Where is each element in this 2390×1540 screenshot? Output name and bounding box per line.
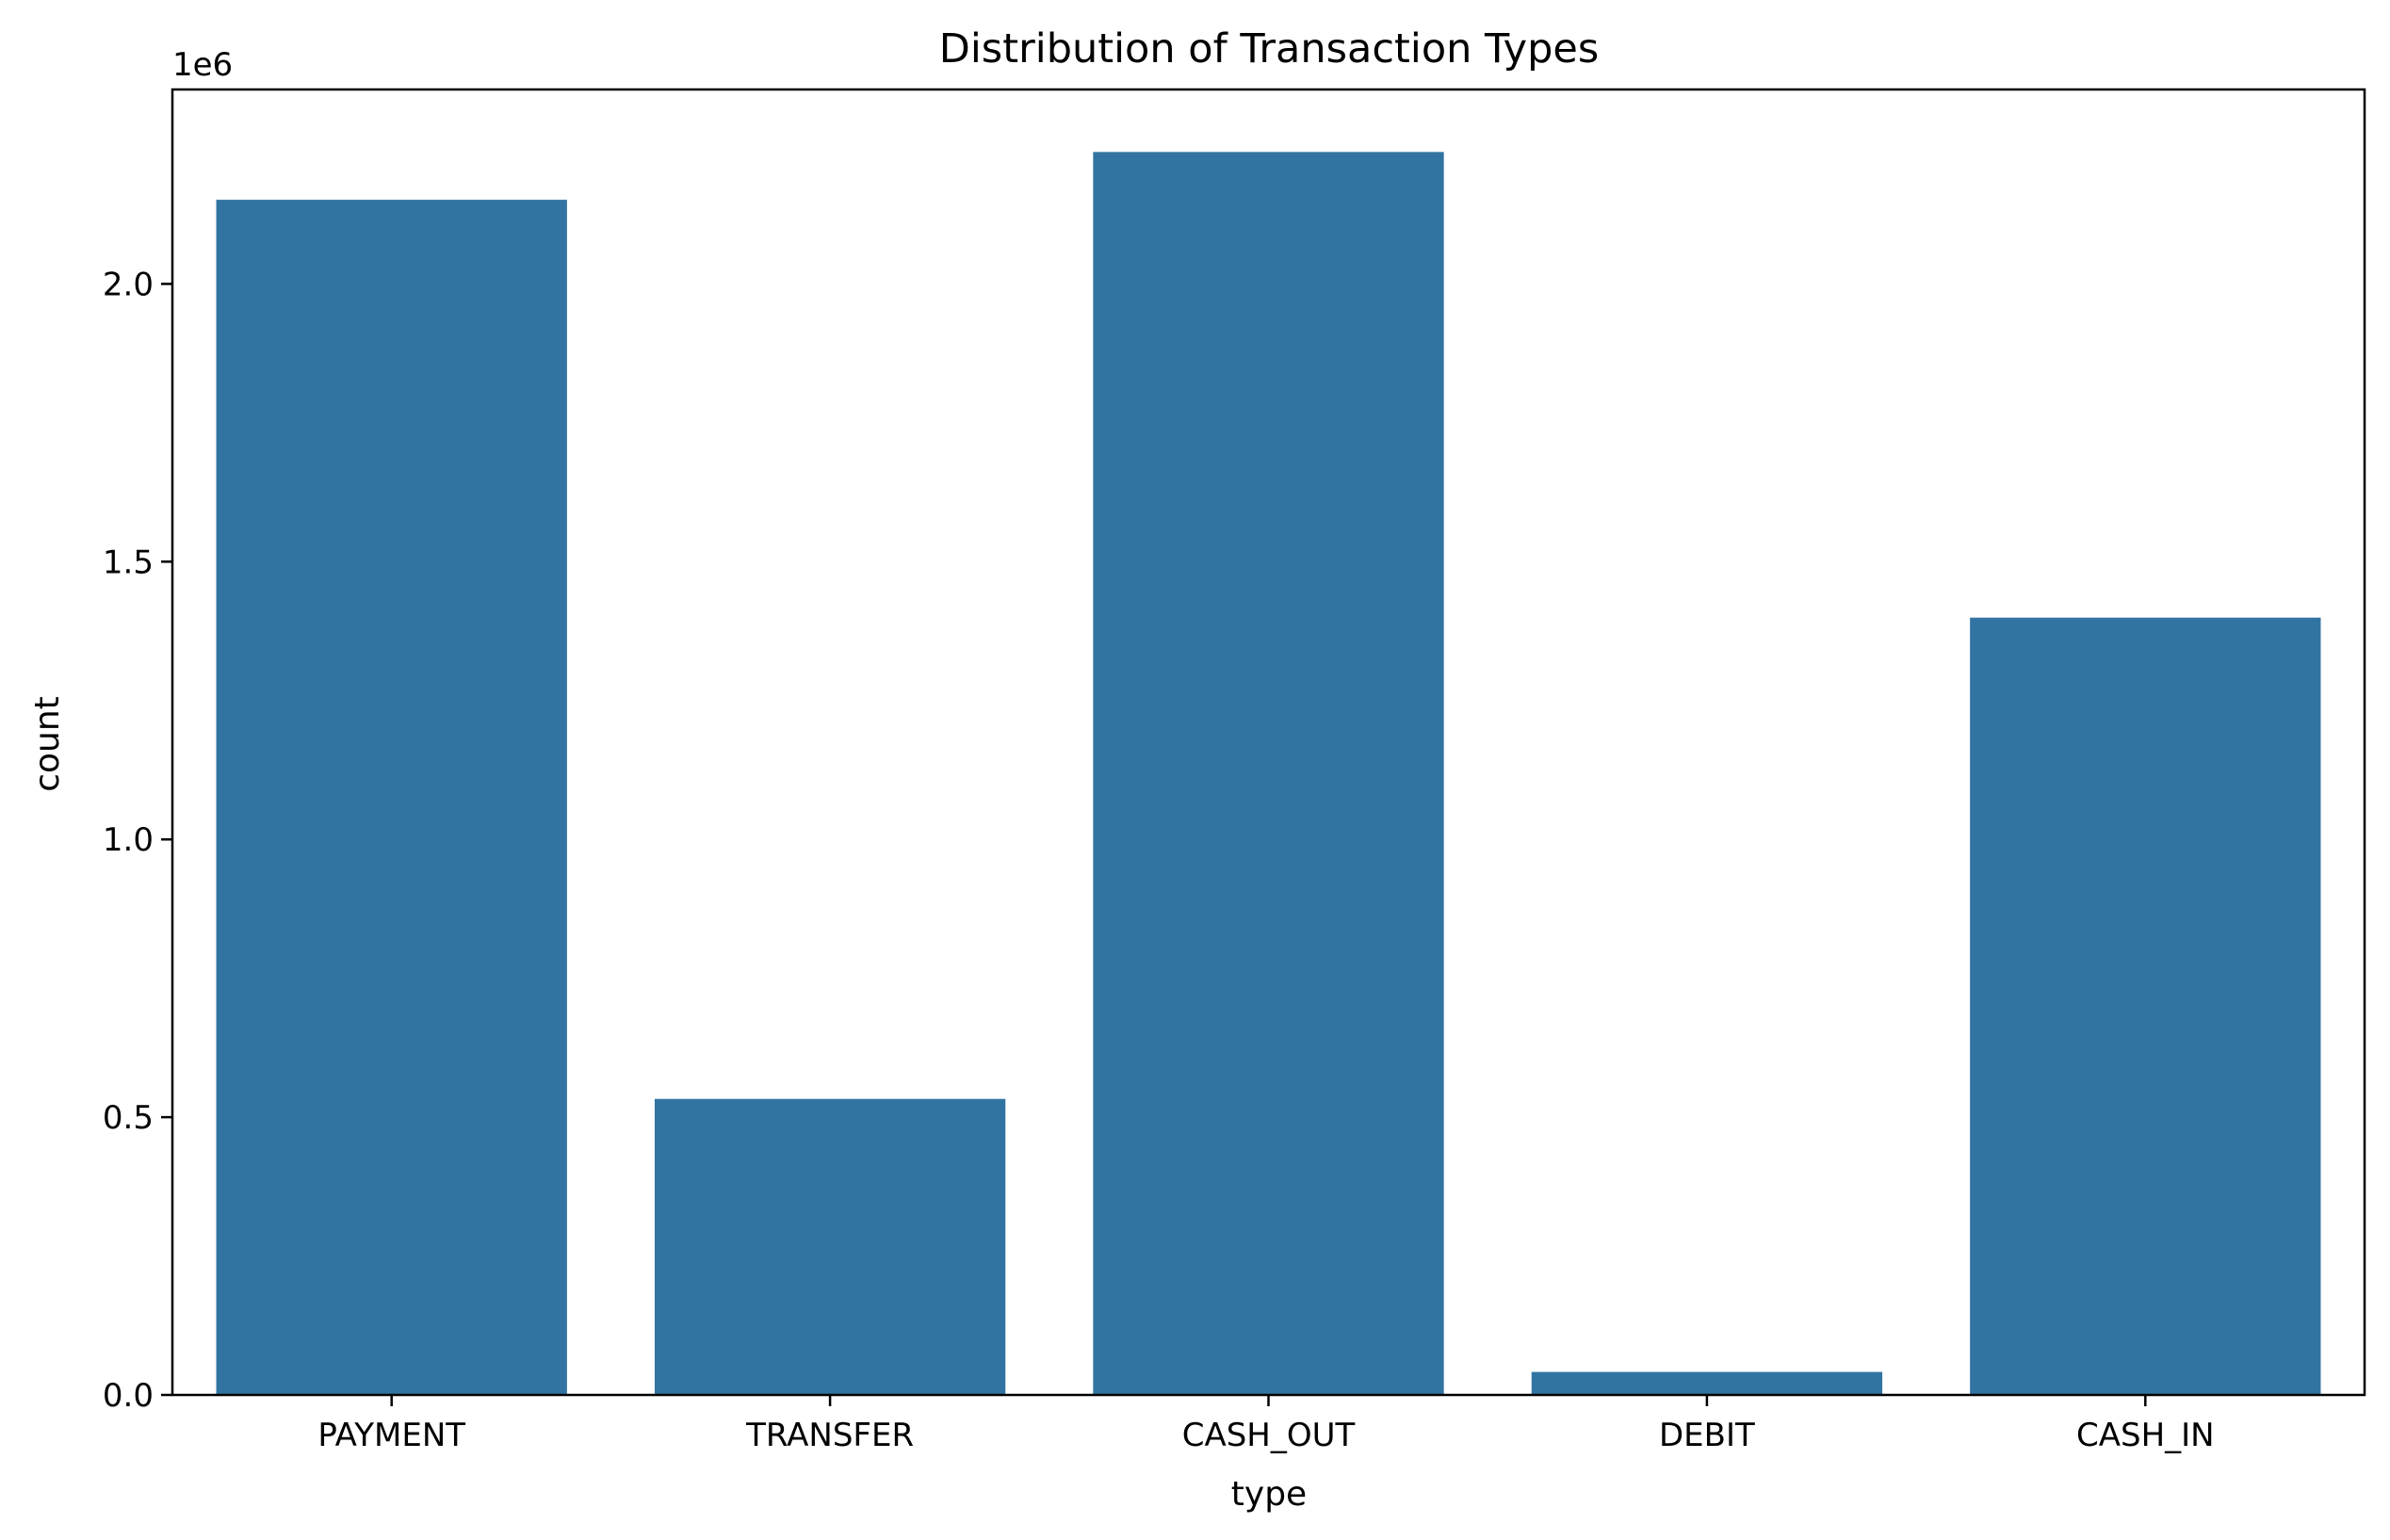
y-tick-label: 1.5	[103, 543, 154, 581]
bar-cash-in	[1970, 617, 2321, 1395]
y-tick-label: 1.0	[103, 821, 154, 859]
y-axis-title: count	[28, 696, 67, 792]
bar-cash-out	[1093, 152, 1444, 1395]
x-tick-label: PAYMENT	[317, 1417, 465, 1454]
x-tick-label: CASH_OUT	[1182, 1417, 1356, 1454]
y-tick-label: 0.5	[103, 1099, 154, 1137]
bars-group	[216, 152, 2321, 1396]
bar-transfer	[654, 1098, 1006, 1395]
y-axis-offset-label: 1e6	[172, 46, 233, 84]
y-axis-ticks: 0.0 0.5 1.0 1.5 2.0	[103, 266, 172, 1415]
plot-frame	[171, 88, 2366, 1397]
bar-debit	[1531, 1371, 1883, 1395]
x-axis-title: type	[1231, 1475, 1307, 1514]
x-tick-label: CASH_IN	[2076, 1417, 2215, 1454]
x-tick-label: TRANSFER	[745, 1417, 914, 1454]
chart-title: Distribution of Transaction Types	[939, 25, 1599, 73]
y-tick-label: 2.0	[103, 266, 154, 303]
bar-payment	[216, 200, 567, 1396]
x-axis-ticks: PAYMENT TRANSFER CASH_OUT DEBIT CASH_IN	[317, 1395, 2215, 1454]
x-tick-label: DEBIT	[1659, 1417, 1755, 1454]
y-tick-label: 0.0	[103, 1377, 154, 1415]
